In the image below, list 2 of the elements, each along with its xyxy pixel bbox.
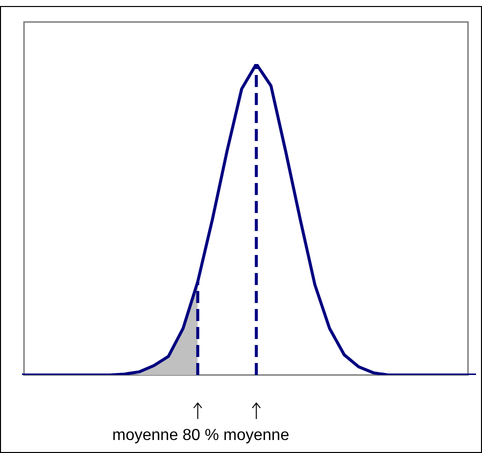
text: moyenne 80 %	[112, 427, 219, 445]
text: moyenne	[223, 427, 290, 445]
